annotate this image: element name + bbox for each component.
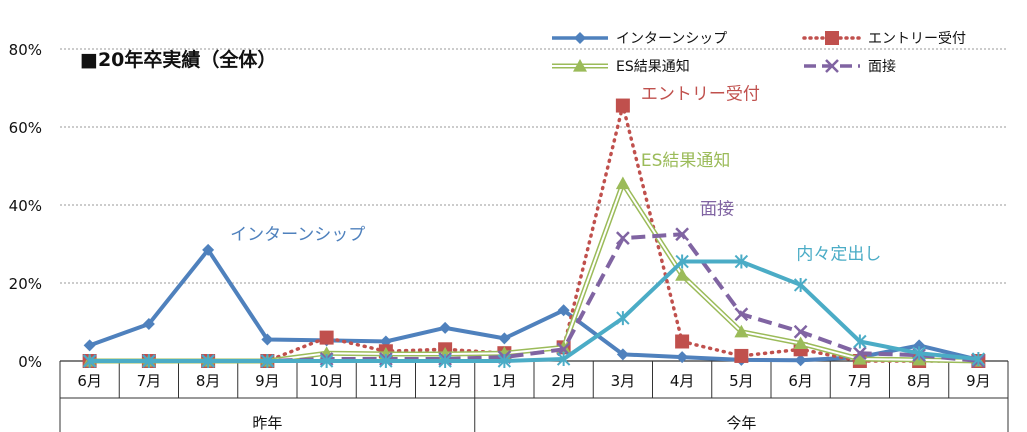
data-point (734, 348, 749, 363)
legend-label: ES結果通知 (616, 59, 690, 75)
data-point (260, 354, 275, 368)
data-point (675, 268, 690, 281)
y-tick-label: 80% (9, 41, 42, 59)
legend-item: ES結果通知 (550, 56, 690, 76)
data-point (793, 336, 808, 350)
data-point (793, 277, 808, 292)
x-tick-label: 9月 (255, 372, 280, 390)
legend-label: エントリー受付 (868, 31, 966, 47)
y-tick-label: 20% (9, 275, 42, 293)
series (82, 254, 986, 368)
legend-item: エントリー受付 (802, 28, 966, 48)
data-point (825, 31, 839, 45)
data-point (83, 339, 96, 352)
x-group-label: 昨年 (252, 414, 282, 432)
data-point (615, 98, 630, 113)
x-tick-label: 6月 (77, 372, 102, 390)
data-point (676, 351, 689, 364)
data-point (616, 311, 630, 326)
legend-swatch (804, 59, 860, 73)
x-tick-label: 1月 (492, 372, 517, 390)
data-point (793, 324, 808, 339)
data-point (675, 227, 690, 242)
x-tick-label: 9月 (966, 372, 991, 390)
data-point (971, 352, 986, 367)
series (83, 243, 985, 367)
x-tick-label: 6月 (788, 372, 813, 390)
legend-swatch (552, 32, 608, 44)
y-axis-tick-labels: 0% 20% 40% 60% 80% (9, 41, 42, 371)
data-point (615, 176, 630, 190)
annotation-label: ES結果通知 (641, 151, 731, 171)
data-point (438, 354, 452, 368)
x-tick-label: 4月 (670, 372, 695, 390)
legend-item: 面接 (802, 56, 896, 76)
data-point (852, 352, 867, 365)
x-tick-label: 5月 (729, 372, 754, 390)
data-point (615, 231, 630, 246)
x-group-label: 今年 (726, 414, 756, 432)
data-point (734, 324, 749, 338)
chart-title: ■20年卒実績（全体） (80, 49, 277, 71)
data-point (498, 332, 511, 345)
data-point (261, 333, 274, 346)
annotation-label: エントリー受付 (641, 85, 760, 105)
data-point (497, 354, 512, 368)
legend: インターンシップ エントリー受付 ES結果通知 面接 (550, 28, 990, 84)
data-point (734, 254, 749, 269)
data-point (794, 354, 807, 367)
data-point (853, 334, 867, 349)
x-tick-label: 10月 (310, 372, 344, 390)
x-tick-label: 8月 (907, 372, 932, 390)
data-point (675, 254, 689, 269)
data-point (142, 354, 156, 368)
data-point (574, 32, 586, 44)
legend-item: インターンシップ (550, 28, 727, 48)
data-point (913, 339, 926, 352)
data-point (319, 354, 334, 368)
data-point (202, 243, 215, 256)
y-tick-label: 40% (9, 197, 42, 215)
y-tick-label: 60% (9, 119, 42, 137)
legend-swatch (802, 31, 862, 45)
annotation-label: インターンシップ (230, 225, 365, 245)
x-tick-label: 3月 (611, 372, 636, 390)
data-point (912, 346, 926, 361)
legend-swatch (552, 59, 608, 72)
data-point (825, 59, 839, 73)
x-tick-label: 11月 (369, 372, 403, 390)
data-point (675, 334, 690, 349)
y-tick-label: 0% (18, 353, 42, 371)
x-tick-label: 7月 (137, 372, 162, 390)
data-point (557, 304, 570, 317)
data-point (439, 321, 452, 334)
series-line (89, 259, 979, 363)
series (82, 98, 986, 368)
series-line (88, 247, 979, 363)
data-point (556, 342, 571, 357)
data-point (573, 59, 587, 72)
data-point (616, 348, 629, 361)
data-point (201, 354, 215, 368)
legend-label: インターンシップ (616, 31, 728, 47)
data-point (852, 346, 867, 361)
data-point (82, 354, 97, 368)
x-tick-label: 8月 (196, 372, 221, 390)
legend-label: 面接 (868, 59, 896, 75)
gridlines (60, 48, 1008, 284)
x-tick-label: 2月 (551, 372, 576, 390)
annotation-label: 面接 (700, 200, 734, 220)
annotation-label: 内々定出し (796, 245, 881, 265)
data-point (319, 330, 334, 345)
series-lines (82, 98, 986, 368)
x-tick-label: 12月 (428, 372, 462, 390)
x-tick-label: 7月 (848, 372, 873, 390)
data-point (142, 317, 155, 330)
data-point (556, 352, 571, 367)
data-point (734, 307, 749, 322)
data-point (379, 354, 393, 368)
